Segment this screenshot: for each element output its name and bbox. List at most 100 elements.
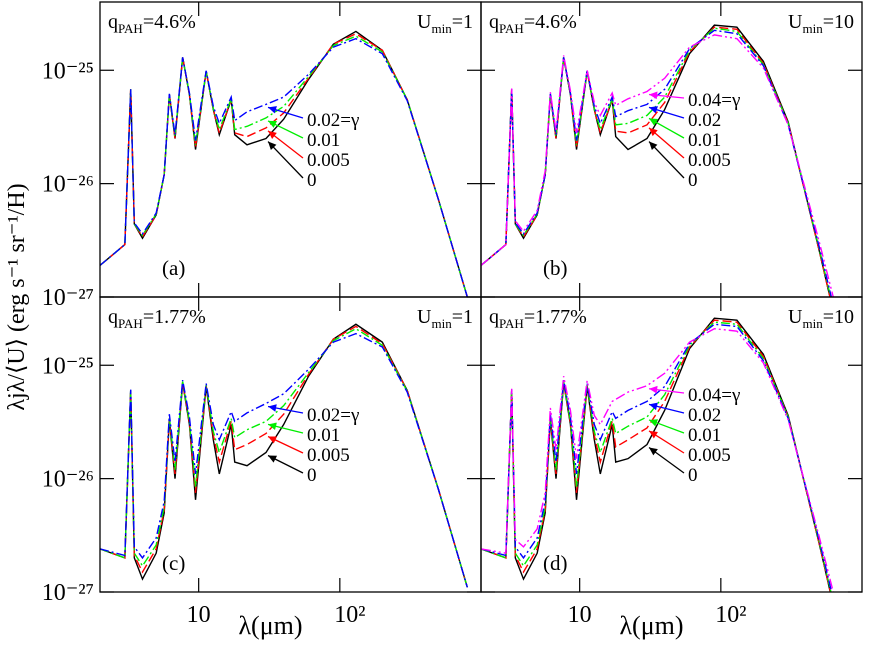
sed-line (481, 328, 834, 592)
q-pah: qPAH=1.77% (489, 306, 587, 331)
series-label: 0 (307, 170, 317, 191)
q-base: q (108, 11, 118, 33)
q-sub: PAH (118, 316, 143, 331)
y-tick-label: 10⁻²⁷ (42, 285, 94, 311)
arrow-head (649, 402, 658, 411)
q-pah: qPAH=1.77% (108, 306, 206, 331)
series-label: 0.02 (688, 110, 721, 131)
sed-line (481, 323, 833, 592)
sed-line (100, 30, 468, 297)
u-sub: min (431, 316, 452, 331)
sed-line (481, 317, 831, 592)
arrow-head (268, 106, 277, 114)
x-tick-label: 10 (187, 602, 211, 628)
panel-label: (c) (162, 551, 185, 575)
series-label: 0.02 (688, 405, 721, 426)
series-label: 0 (688, 170, 698, 191)
arrow-head (268, 455, 278, 463)
arrow-head (268, 120, 278, 128)
sed-line (100, 323, 468, 588)
arrow-head (649, 127, 658, 137)
sed-line (481, 319, 832, 592)
series-label: 0.01 (307, 425, 340, 446)
arrow-head (649, 118, 659, 126)
y-tick-label: 10⁻²⁶ (42, 467, 94, 493)
arrow-head (649, 430, 658, 439)
u-base: U (417, 306, 432, 328)
u-base: U (788, 11, 803, 33)
q-base: q (489, 11, 499, 33)
series-label: 0.04=γ (688, 90, 740, 111)
q-pah: qPAH=4.6% (489, 11, 577, 36)
sed-line (100, 332, 468, 588)
series-label: 0.005 (307, 445, 350, 466)
series-label: 0.005 (307, 150, 350, 171)
u-sub: min (431, 21, 452, 36)
y-tick-label: 10⁻²⁶ (42, 172, 94, 198)
series-label: 0 (688, 465, 698, 486)
sed-line (100, 32, 468, 297)
u-sub: min (802, 21, 823, 36)
arrow-head (268, 404, 277, 412)
q-sub: PAH (499, 316, 524, 331)
x-axis-label: λ(μm) (238, 611, 302, 640)
series-label: 0 (307, 465, 317, 486)
arrow-head (268, 130, 277, 139)
sed-line (100, 37, 468, 297)
q-base: q (489, 306, 499, 328)
sed-line (100, 327, 468, 588)
x-tick-label: 10² (715, 602, 746, 628)
q-base: q (108, 306, 118, 328)
q-text: =1.77% (524, 306, 587, 328)
series-label: 0.01 (307, 130, 340, 151)
x-tick-label: 10² (334, 602, 365, 628)
u-sub: min (802, 316, 823, 331)
x-tick-label: 10 (568, 602, 592, 628)
sed-line (100, 35, 468, 297)
panel-frame (99, 1, 482, 298)
panel: 00.0050.010.02=γ10⁻²⁷10⁻²⁶10⁻²⁵qPAH=4.6%… (4, 1, 482, 411)
panel-frame (480, 1, 863, 298)
series-label: 0.005 (688, 445, 731, 466)
q-text: =4.6% (143, 11, 196, 33)
arrow-head (649, 106, 658, 114)
arrow-head (649, 91, 658, 100)
arrow-head (649, 419, 658, 427)
y-tick-label: 10⁻²⁵ (42, 353, 94, 379)
u-min: Umin=10 (788, 306, 854, 331)
u-text: =1 (452, 11, 473, 33)
q-sub: PAH (118, 21, 143, 36)
series-label: 0.01 (688, 130, 721, 151)
y-tick-label: 10⁻²⁵ (42, 58, 94, 84)
u-min: Umin=10 (788, 11, 854, 36)
u-text: =10 (823, 11, 854, 33)
series-label: 0.02=γ (307, 405, 359, 426)
sed-line (481, 34, 834, 297)
q-text: =4.6% (524, 11, 577, 33)
arrow-head (649, 385, 658, 394)
u-text: =10 (823, 306, 854, 328)
u-base: U (417, 11, 432, 33)
u-text: =1 (452, 306, 473, 328)
arrow-head (268, 422, 277, 431)
q-sub: PAH (499, 21, 524, 36)
arrow-head (649, 141, 658, 151)
q-text: =1.77% (143, 306, 206, 328)
series-label: 0.005 (688, 150, 731, 171)
series-label: 0.01 (688, 425, 721, 446)
panel-label: (a) (162, 256, 185, 280)
panel-label: (b) (543, 256, 568, 280)
series-label: 0.02=γ (307, 110, 359, 131)
y-axis-label: λjλ/⟨U⟩ (erg s⁻¹ sr⁻¹/H) (4, 183, 30, 410)
arrow-head (649, 447, 658, 456)
label-arrow (267, 141, 304, 179)
arrow-head (268, 141, 277, 151)
y-tick-label: 10⁻²⁷ (42, 580, 94, 606)
u-base: U (788, 306, 803, 328)
x-axis-label: λ(μm) (619, 611, 683, 640)
u-min: Umin=1 (417, 306, 473, 331)
